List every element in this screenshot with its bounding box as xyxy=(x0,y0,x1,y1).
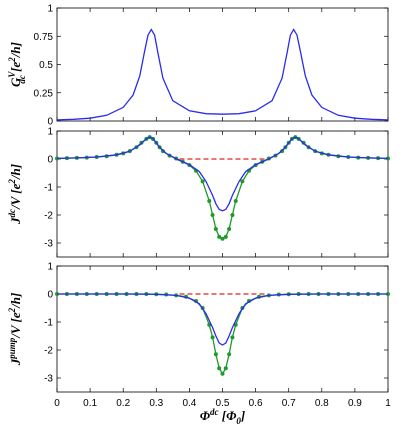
y-tick-label: -2 xyxy=(44,211,53,222)
series-line-2 xyxy=(57,137,388,239)
y-axis-label: Jpump/V [e2/h] xyxy=(7,293,23,367)
chart-panel-2: -3 -2 -1 0 1 Jdc/V [e2/h] xyxy=(7,127,390,258)
data-point xyxy=(201,179,205,183)
x-tick-label: 0.9 xyxy=(348,398,362,409)
series-line-1 xyxy=(57,30,388,120)
data-point xyxy=(240,179,244,183)
ylabel-unit-end: /h] xyxy=(8,42,23,58)
ylabel-sub: dc xyxy=(17,75,27,84)
x-tick-label: 0.8 xyxy=(315,398,329,409)
y-tick-label: -1 xyxy=(44,183,53,194)
data-point xyxy=(224,366,228,370)
plot-frame xyxy=(57,8,388,121)
data-point xyxy=(227,227,231,231)
y-tick-label: 0 xyxy=(47,155,53,166)
x-tick-label: 0.3 xyxy=(149,398,163,409)
y-tick-label: -2 xyxy=(44,346,53,357)
data-point xyxy=(214,227,218,231)
y-axis-label: GVdc [e2/h] xyxy=(7,42,27,87)
y-tick-label: -3 xyxy=(44,374,53,385)
ylabel-unit: /V [e xyxy=(8,312,23,339)
x-tick-label: 0 xyxy=(54,398,60,409)
ylabel-unit: /V [e xyxy=(8,183,23,210)
y-axis-label: Jdc/V [e2/h] xyxy=(7,164,23,225)
y-tick-label: -3 xyxy=(44,239,53,250)
data-point xyxy=(214,352,218,356)
ylabel-sup: dc xyxy=(7,209,17,218)
ylabel-sup: pump xyxy=(7,337,17,360)
y-tick-label: 0 xyxy=(47,290,53,301)
xlabel-unit: [Φ xyxy=(219,408,238,423)
y-tick-label: 0.5 xyxy=(39,60,53,71)
ylabel-unit: [e xyxy=(8,61,23,75)
series-line-3 xyxy=(57,137,388,211)
y-tick-label: 0.25 xyxy=(34,88,54,99)
series-line-3 xyxy=(57,294,388,345)
x-tick-label: 0.1 xyxy=(83,398,97,409)
ylabel-unit-end: /h] xyxy=(8,293,23,309)
xlabel-sup: dc xyxy=(210,407,219,417)
data-point xyxy=(211,213,215,217)
data-point xyxy=(230,213,234,217)
data-point xyxy=(207,199,211,203)
x-tick-label: 0.2 xyxy=(116,398,130,409)
series-line-2 xyxy=(57,294,388,374)
x-tick-label: 0.7 xyxy=(282,398,296,409)
data-point xyxy=(221,372,225,376)
x-tick-label: 0.6 xyxy=(249,398,263,409)
data-point xyxy=(211,335,215,339)
x-tick-label: 0.4 xyxy=(182,398,196,409)
data-point xyxy=(227,352,231,356)
data-point xyxy=(224,235,228,239)
data-point xyxy=(234,199,238,203)
ylabel-unit-end: /h] xyxy=(8,164,23,180)
y-tick-label: 1 xyxy=(47,4,53,15)
x-axis-label: Φdc [Φ0] xyxy=(200,407,245,426)
y-tick-label: 1 xyxy=(47,262,53,273)
data-point xyxy=(217,366,221,370)
xlabel-unit-end: ] xyxy=(240,408,245,423)
y-tick-label: -1 xyxy=(44,318,53,329)
x-tick-label: 1 xyxy=(385,398,391,409)
data-point xyxy=(230,335,234,339)
y-tick-label: 1 xyxy=(47,127,53,138)
y-tick-label: 0.75 xyxy=(34,32,54,43)
